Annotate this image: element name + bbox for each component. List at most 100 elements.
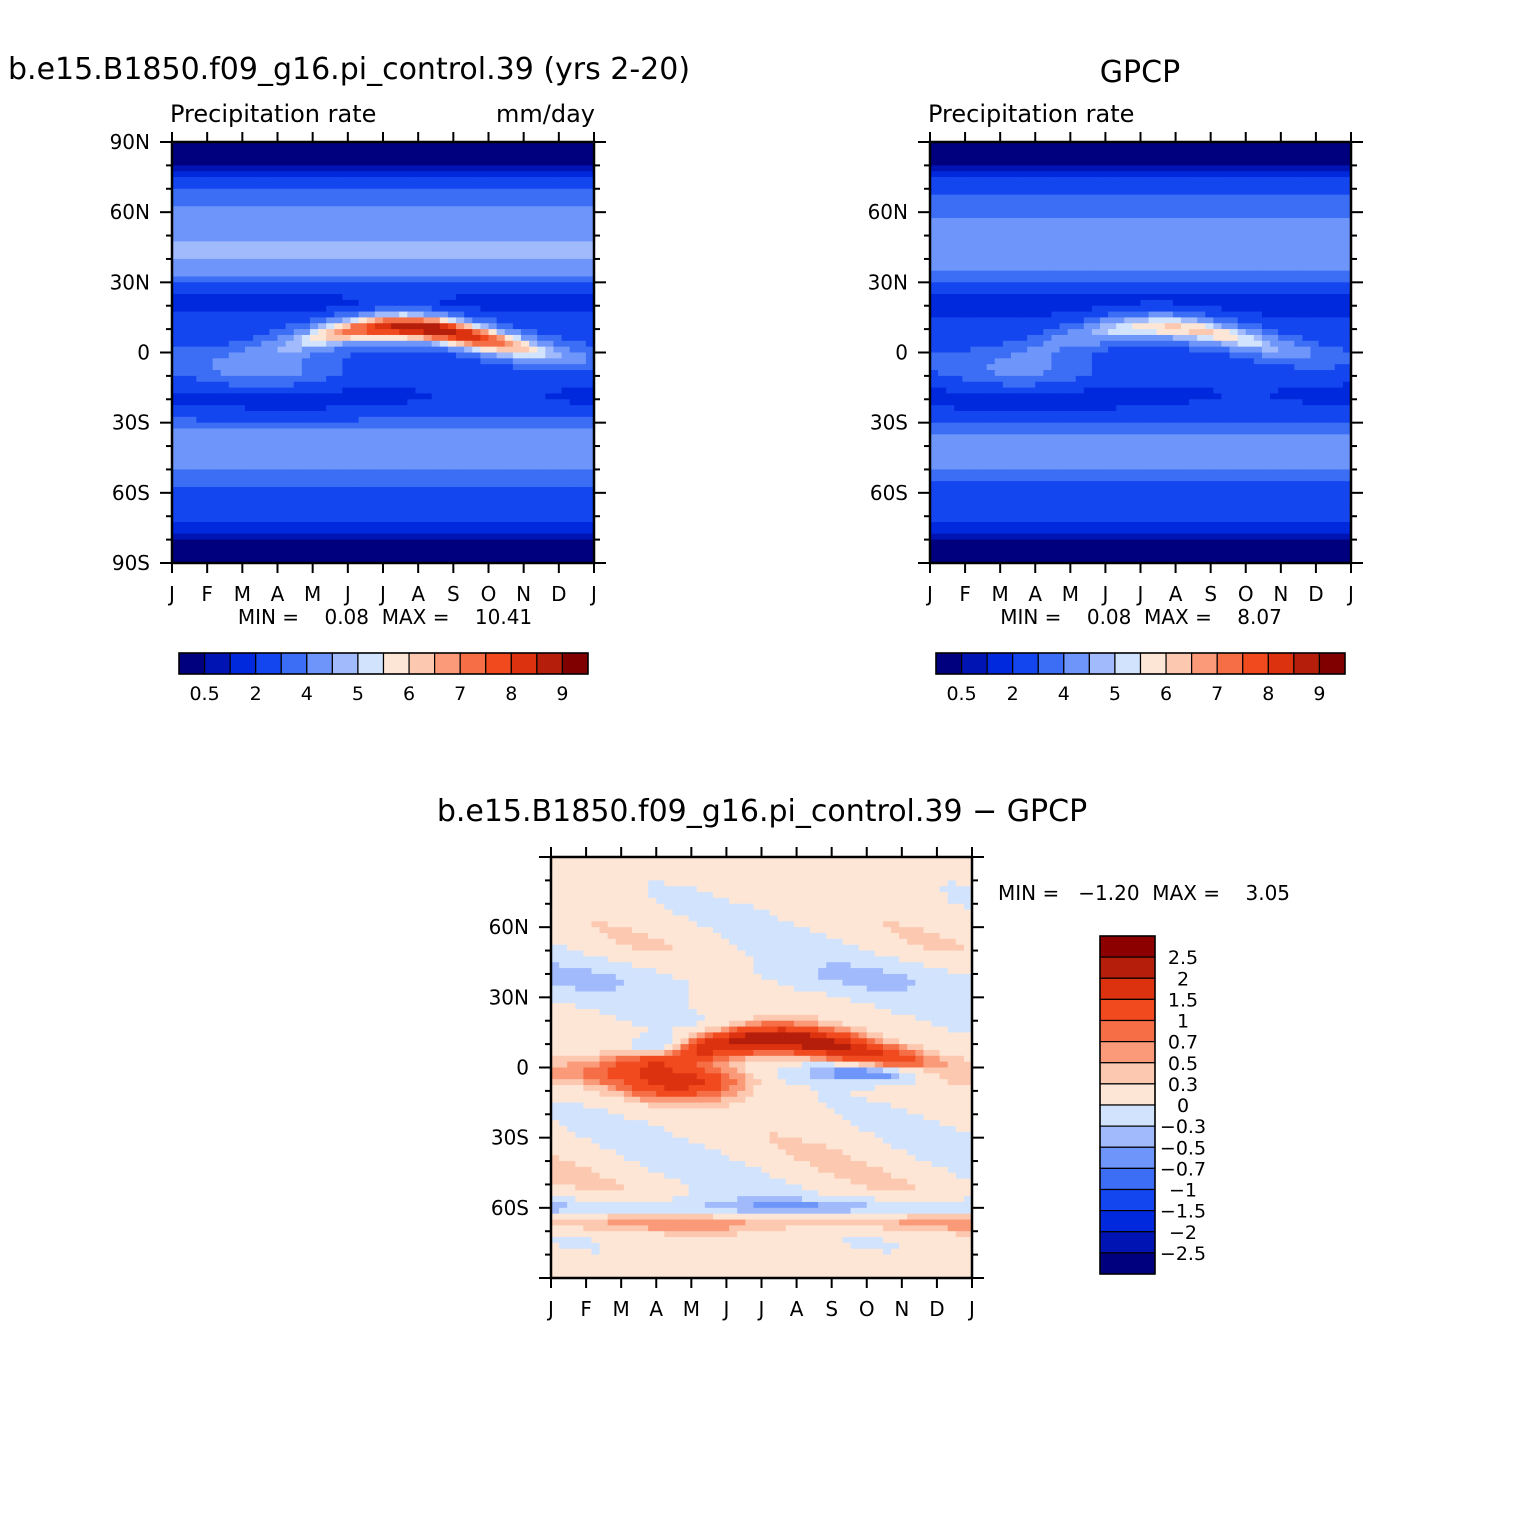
contour-cell	[293, 463, 303, 471]
contour-cell	[1156, 159, 1166, 166]
contour-cell	[180, 551, 189, 558]
contour-cell	[253, 434, 262, 441]
contour-cell	[172, 422, 181, 430]
contour-cell	[930, 235, 939, 243]
contour-cell	[512, 463, 522, 471]
contour-cell	[488, 206, 498, 213]
contour-cell	[366, 229, 376, 237]
contour-cell	[569, 358, 579, 365]
contour-cell	[569, 492, 579, 500]
contour-cell	[553, 188, 563, 196]
contour-cell	[1002, 247, 1012, 254]
contour-cell	[553, 241, 563, 248]
contour-cell	[1334, 229, 1344, 237]
contour-cell	[529, 334, 538, 342]
contour-cell	[577, 294, 587, 301]
contour-cell	[946, 218, 955, 225]
contour-cell	[399, 451, 408, 459]
contour-cell	[1091, 223, 1101, 231]
contour-cell	[496, 393, 506, 400]
contour-cell	[374, 258, 384, 266]
contour-cell	[1253, 206, 1263, 213]
contour-cell	[512, 264, 522, 272]
contour-cell	[1189, 264, 1198, 272]
contour-cell	[383, 182, 392, 190]
contour-cell	[245, 451, 254, 459]
contour-cell	[569, 557, 579, 564]
contour-cell	[512, 516, 522, 523]
contour-cell	[277, 381, 287, 389]
contour-cell	[496, 294, 506, 301]
contour-cell	[301, 440, 311, 447]
contour-cell	[318, 346, 327, 354]
contour-cell	[228, 481, 238, 488]
contour-cell	[464, 323, 473, 330]
contour-cell	[180, 370, 189, 377]
contour-cell	[423, 498, 433, 506]
contour-cell	[204, 358, 214, 365]
contour-cell	[1237, 165, 1247, 172]
contour-cell	[245, 486, 254, 494]
contour-cell	[954, 212, 963, 219]
contour-cell	[1318, 229, 1328, 237]
contour-cell	[236, 516, 246, 523]
contour-cell	[236, 229, 246, 237]
contour-cell	[930, 171, 939, 178]
contour-cell	[529, 276, 538, 283]
contour-cell	[172, 375, 181, 383]
contour-cell	[488, 481, 498, 488]
contour-cell	[407, 305, 417, 313]
contour-cell	[212, 334, 222, 342]
contour-cell	[1172, 253, 1182, 260]
contour-cell	[399, 188, 408, 196]
contour-cell	[285, 416, 295, 424]
contour-cell	[196, 223, 206, 231]
contour-cell	[456, 311, 465, 319]
contour-cell	[1180, 258, 1190, 266]
contour-cell	[1342, 200, 1352, 207]
contour-cell	[1091, 206, 1101, 213]
contour-cell	[204, 440, 214, 447]
contour-cell	[293, 147, 303, 155]
contour-cell	[309, 276, 319, 283]
contour-cell	[399, 177, 408, 184]
contour-cell	[1318, 212, 1328, 219]
contour-cell	[228, 288, 238, 295]
contour-cell	[1310, 206, 1320, 213]
contour-cell	[529, 557, 538, 564]
contour-cell	[1091, 212, 1101, 219]
contour-cell	[488, 457, 498, 465]
contour-cell	[577, 352, 587, 359]
contour-cell	[350, 253, 360, 260]
contour-cell	[374, 551, 384, 558]
contour-cell	[1075, 253, 1085, 260]
contour-cell	[569, 299, 579, 307]
contour-cell	[285, 481, 295, 488]
contour-cell	[496, 481, 506, 488]
contour-cell	[480, 527, 490, 535]
contour-cell	[512, 557, 522, 564]
contour-cell	[577, 422, 587, 430]
contour-cell	[496, 428, 506, 435]
contour-cell	[180, 188, 189, 196]
contour-cell	[1083, 264, 1093, 272]
contour-cell	[212, 446, 222, 453]
contour-cell	[480, 311, 490, 319]
contour-cell	[447, 375, 457, 383]
contour-cell	[277, 387, 287, 395]
contour-cell	[350, 375, 360, 383]
contour-cell	[269, 212, 279, 219]
contour-cell	[561, 364, 571, 371]
contour-cell	[269, 288, 279, 295]
contour-cell	[228, 440, 238, 447]
contour-cell	[1237, 235, 1247, 243]
contour-cell	[366, 171, 376, 178]
contour-cell	[472, 206, 481, 213]
contour-cell	[228, 182, 238, 190]
contour-cell	[456, 492, 465, 500]
contour-cell	[253, 370, 262, 377]
contour-cell	[301, 451, 311, 459]
contour-cell	[1108, 264, 1117, 272]
contour-cell	[204, 200, 214, 207]
contour-cell	[172, 153, 181, 161]
